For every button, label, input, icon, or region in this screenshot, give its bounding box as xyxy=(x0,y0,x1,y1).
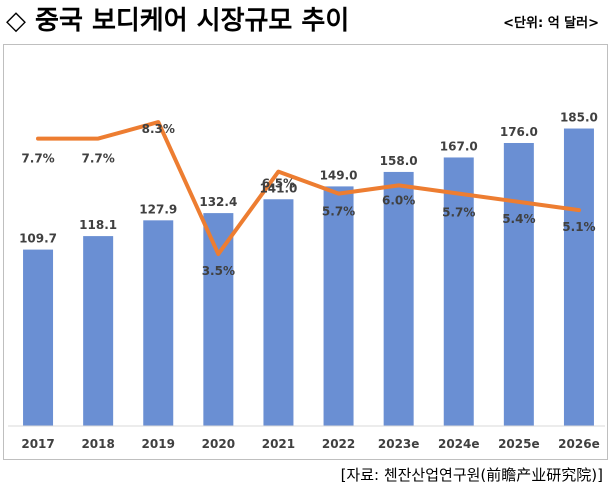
bar-2020 xyxy=(203,213,234,426)
bar-2018 xyxy=(83,236,114,426)
bar-2022 xyxy=(323,186,354,426)
bar-value-label-2017: 109.7 xyxy=(19,232,57,246)
chart-frame: 109.7 118.1 127.9 132.4 141.0 149.0 158.0 167.0… xyxy=(3,44,608,460)
x-tick-label-2023e: 2023e xyxy=(378,437,420,451)
growth-label-2018: 7.7% xyxy=(82,152,115,166)
bar-value-label-2020: 132.4 xyxy=(199,195,237,209)
chart-title: ◇ 중국 보디케어 시장규모 추이 xyxy=(6,6,350,36)
bar-2017 xyxy=(23,249,54,426)
unit-label: <단위: 억 달러> xyxy=(503,16,599,31)
growth-rate-line xyxy=(36,120,581,257)
x-tick-label-2025e: 2025e xyxy=(498,437,540,451)
bar-value-label-2018: 118.1 xyxy=(79,218,117,232)
x-tick-label-2021: 2021 xyxy=(262,437,295,451)
x-tick-label-2024e: 2024e xyxy=(438,437,480,451)
market-size-chart: 109.7 118.1 127.9 132.4 141.0 149.0 158.0 167.0… xyxy=(8,111,605,451)
x-tick-label-2017: 2017 xyxy=(21,437,54,451)
growth-label-2026e: 5.1% xyxy=(562,220,595,234)
bar-value-label-2023e: 158.0 xyxy=(380,154,418,168)
growth-label-2025e: 5.4% xyxy=(502,212,535,226)
growth-label-2022: 5.7% xyxy=(322,205,355,219)
x-tick-label-2018: 2018 xyxy=(81,437,114,451)
source-note: [자료: 첸잔산업연구원(前瞻产业研究院)] xyxy=(340,466,603,484)
bar-value-label-2024e: 167.0 xyxy=(440,139,478,153)
bar-value-label-2025e: 176.0 xyxy=(500,125,538,139)
bar-value-label-2019: 127.9 xyxy=(139,202,177,216)
bar-2026e xyxy=(563,128,594,426)
bar-value-label-2026e: 185.0 xyxy=(560,111,598,125)
x-tick-label-2020: 2020 xyxy=(202,437,235,451)
bar-value-label-2021: 141.0 xyxy=(259,181,297,195)
growth-label-2020: 3.5% xyxy=(202,264,235,278)
bar-2025e xyxy=(503,142,534,426)
bar-2019 xyxy=(143,220,174,426)
growth-label-2023e: 6.0% xyxy=(382,193,415,207)
bar-2023e xyxy=(383,171,414,426)
growth-label-2021: 6.5% xyxy=(262,177,295,191)
x-tick-label-2019: 2019 xyxy=(142,437,175,451)
x-tick-label-2022: 2022 xyxy=(322,437,355,451)
growth-label-2019: 8.3% xyxy=(142,122,175,136)
bar-2021 xyxy=(263,199,294,426)
growth-label-2024e: 5.7% xyxy=(442,206,475,220)
bar-value-label-2022: 149.0 xyxy=(320,168,358,182)
x-tick-label-2026e: 2026e xyxy=(558,437,600,451)
bar-2024e xyxy=(443,157,474,426)
growth-label-2017: 7.7% xyxy=(21,152,54,166)
